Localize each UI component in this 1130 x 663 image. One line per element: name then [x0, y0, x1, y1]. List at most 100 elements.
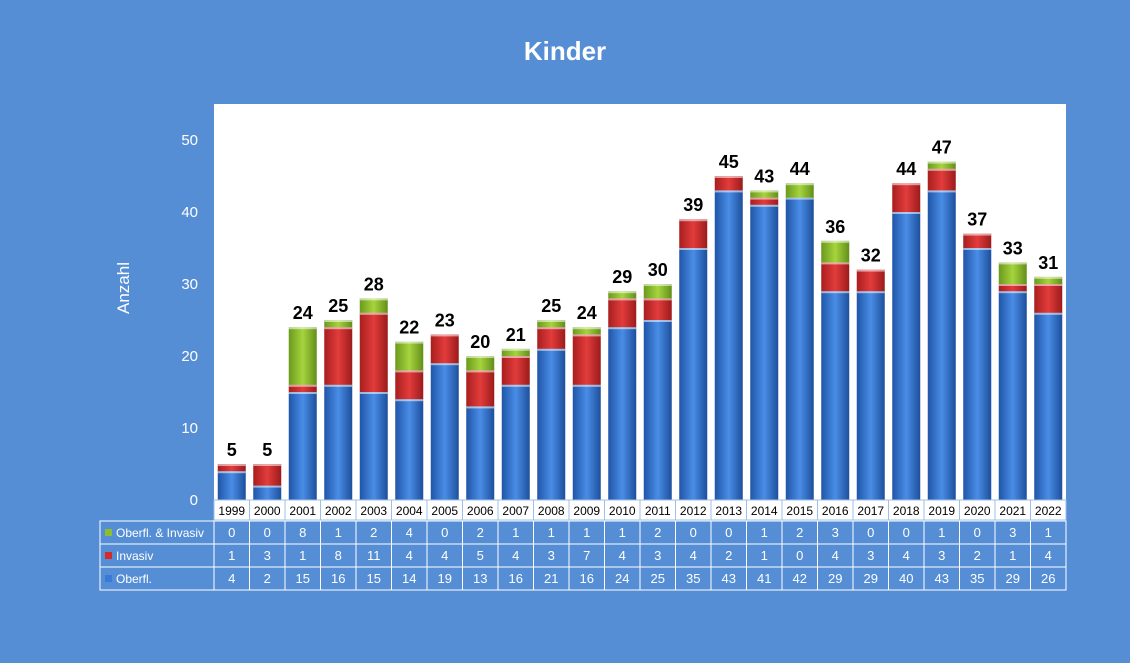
bar-segment: [608, 298, 637, 328]
total-label: 33: [1003, 238, 1023, 258]
table-value: 8: [335, 548, 342, 563]
category-label: 2014: [751, 504, 778, 518]
total-label: 31: [1038, 253, 1058, 273]
bar-segment-highlight: [998, 262, 1027, 265]
bar-segment-highlight: [750, 204, 779, 207]
bar-segment-highlight: [537, 327, 566, 330]
bar-segment-highlight: [998, 284, 1027, 286]
category-label: 2020: [964, 504, 991, 518]
bar-segment-highlight: [537, 348, 566, 351]
y-tick-label: 20: [181, 348, 198, 365]
bar-segment: [927, 190, 956, 500]
bar-segment: [430, 363, 459, 500]
chart-title: Kinder: [523, 36, 607, 66]
bar-segment: [466, 406, 495, 500]
bar-segment: [998, 284, 1027, 292]
total-label: 37: [967, 210, 987, 230]
bar-segment: [395, 370, 424, 400]
bar-segment-highlight: [750, 190, 779, 193]
table-value: 1: [548, 525, 555, 540]
total-label: 5: [227, 440, 237, 460]
bar-segment-highlight: [750, 197, 779, 200]
bar-segment-highlight: [785, 183, 814, 186]
table-value: 8: [299, 525, 306, 540]
bar-segment-highlight: [501, 356, 530, 358]
bar-segment: [572, 327, 601, 335]
category-label: 2006: [467, 504, 494, 518]
bar-segment-highlight: [998, 291, 1027, 294]
bar-segment-highlight: [927, 190, 956, 193]
bar-segment: [217, 471, 246, 500]
total-label: 24: [577, 303, 597, 323]
table-value: 2: [725, 548, 732, 563]
total-label: 25: [541, 296, 561, 316]
bar-segment-highlight: [501, 384, 530, 387]
table-value: 0: [796, 548, 803, 563]
table-value: 24: [615, 571, 629, 586]
table-value: 4: [228, 571, 235, 586]
bar-segment-highlight: [501, 348, 530, 351]
bar-segment: [998, 262, 1027, 284]
table-value: 3: [1009, 525, 1016, 540]
bar-segment-highlight: [288, 384, 317, 387]
total-label: 44: [790, 159, 810, 179]
table-value: 1: [938, 525, 945, 540]
legend-marker: [105, 529, 112, 536]
bar-segment: [892, 183, 921, 212]
bar-segment: [714, 190, 743, 500]
bar-segment: [395, 399, 424, 500]
bar-segment: [359, 298, 388, 313]
bar-segment-highlight: [324, 384, 353, 387]
table-value: 5: [477, 548, 484, 563]
category-label: 2013: [715, 504, 742, 518]
table-cell: [1030, 566, 1067, 591]
bar-segment: [927, 168, 956, 191]
category-label: 1999: [218, 504, 245, 518]
bar-segment: [395, 341, 424, 371]
bar-segment: [1034, 312, 1063, 500]
table-value: 4: [690, 548, 697, 563]
category-label: 2003: [360, 504, 387, 518]
table-value: 1: [335, 525, 342, 540]
category-label: 2001: [289, 504, 316, 518]
table-value: 4: [512, 548, 519, 563]
bar-segment: [466, 356, 495, 371]
bar-segment-highlight: [608, 291, 637, 294]
table-value: 43: [722, 571, 736, 586]
bar-segment-highlight: [1034, 312, 1063, 315]
total-label: 21: [506, 325, 526, 345]
category-label: 2009: [573, 504, 600, 518]
category-label: 2002: [325, 504, 352, 518]
table-value: 21: [544, 571, 558, 586]
bar-segment: [572, 334, 601, 385]
table-value: 13: [473, 571, 487, 586]
category-label: 2008: [538, 504, 565, 518]
legend-label: Oberfl.: [116, 572, 152, 586]
table-value: 19: [438, 571, 452, 586]
category-label: 2007: [502, 504, 529, 518]
bar-segment: [643, 298, 672, 320]
legend-label: Invasiv: [116, 549, 153, 563]
bar-segment-highlight: [927, 168, 956, 171]
bar-segment-highlight: [643, 284, 672, 286]
legend-marker: [105, 552, 112, 559]
table-value: 29: [828, 571, 842, 586]
total-label: 28: [364, 274, 384, 294]
total-label: 29: [612, 267, 632, 287]
bar-segment: [288, 327, 317, 385]
table-value: 1: [299, 548, 306, 563]
y-tick-label: 30: [181, 276, 198, 293]
table-value: 4: [406, 548, 413, 563]
bar-segment-highlight: [217, 464, 246, 466]
bar-segment-highlight: [608, 298, 637, 301]
table-value: 2: [264, 571, 271, 586]
total-label: 43: [754, 166, 774, 186]
bar-segment: [892, 212, 921, 500]
table-value: 1: [619, 525, 626, 540]
bar-segment-highlight: [679, 248, 708, 250]
category-label: 2018: [893, 504, 920, 518]
table-value: 11: [367, 548, 381, 563]
bar-segment: [501, 384, 530, 500]
bar-segment-highlight: [395, 370, 424, 373]
table-value: 1: [512, 525, 519, 540]
